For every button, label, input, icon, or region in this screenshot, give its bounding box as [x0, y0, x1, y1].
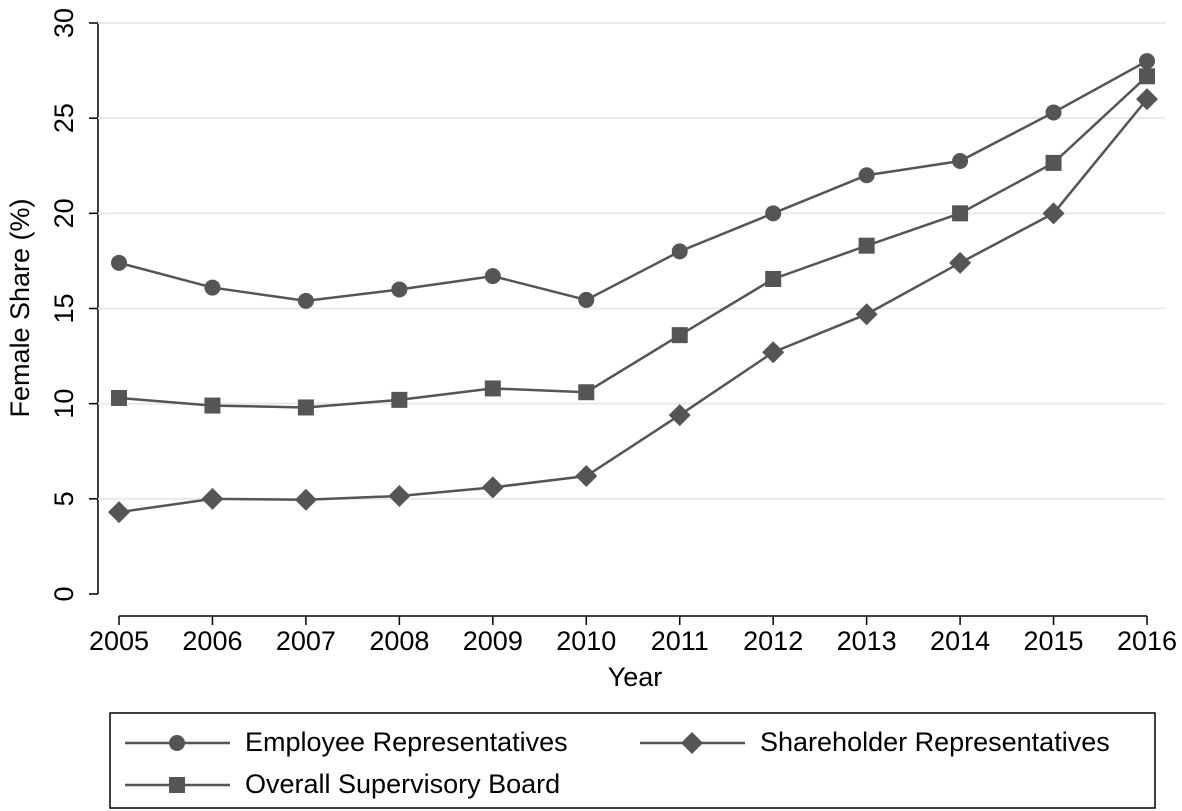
data-point	[1139, 68, 1155, 85]
x-tick-label: 2013	[837, 626, 897, 656]
data-point	[575, 464, 598, 487]
data-point	[952, 205, 969, 222]
data-point	[765, 270, 782, 287]
series-line	[118, 75, 1148, 409]
x-tick-label: 2006	[182, 626, 242, 656]
data-point	[297, 292, 314, 309]
data-point	[297, 399, 314, 416]
data-point	[671, 243, 688, 260]
data-point	[1042, 202, 1065, 225]
data-point	[388, 484, 411, 507]
data-point	[858, 237, 875, 254]
data-point	[484, 268, 501, 285]
data-point	[201, 487, 224, 510]
data-point	[952, 152, 969, 169]
data-point	[1136, 88, 1158, 111]
data-point	[1045, 154, 1062, 171]
legend-label: Overall Supervisory Board	[245, 769, 560, 799]
legend-label: Employee Representatives	[245, 727, 568, 757]
data-point	[294, 488, 317, 511]
x-tick-label: 2005	[89, 626, 149, 656]
series-line	[118, 98, 1148, 514]
data-point	[855, 303, 878, 326]
data-point	[484, 380, 501, 397]
data-point	[578, 384, 595, 401]
data-point	[762, 341, 785, 364]
data-point	[391, 391, 408, 408]
x-tick-label: 2009	[463, 626, 523, 656]
data-point	[1045, 104, 1062, 121]
x-tick-label: 2016	[1117, 626, 1177, 656]
y-tick-label: 10	[49, 389, 79, 419]
x-tick-label: 2011	[651, 626, 709, 656]
x-tick-label: 2015	[1024, 626, 1084, 656]
x-tick-label: 2014	[930, 626, 990, 656]
data-point	[668, 404, 691, 427]
legend-box	[109, 712, 1156, 809]
data-point	[671, 327, 688, 344]
data-point	[858, 167, 875, 184]
y-tick-label: 0	[49, 586, 79, 601]
data-point	[108, 501, 130, 524]
data-point	[111, 254, 127, 271]
x-tick-label: 2008	[369, 626, 429, 656]
data-point	[204, 397, 221, 414]
data-point	[481, 476, 504, 499]
y-tick-label: 15	[49, 293, 79, 323]
x-tick-label: 2012	[743, 626, 803, 656]
data-point	[111, 389, 127, 406]
y-tick-label: 30	[49, 8, 79, 38]
data-point	[204, 279, 221, 296]
data-point	[578, 291, 595, 308]
legend-marker	[681, 732, 703, 754]
data-point	[1139, 53, 1155, 70]
y-tick-label: 25	[49, 103, 79, 133]
y-axis-label: Female Share (%)	[5, 198, 35, 417]
x-axis-label: Year	[608, 662, 663, 692]
legend-label: Shareholder Representatives	[760, 727, 1110, 757]
x-tick-label: 2007	[276, 626, 336, 656]
data-point	[391, 281, 408, 298]
y-tick-label: 20	[49, 198, 79, 228]
legend-marker	[169, 777, 185, 793]
data-point	[949, 251, 972, 274]
y-tick-label: 5	[49, 491, 79, 506]
legend-marker	[169, 735, 185, 751]
series-line	[118, 59, 1148, 303]
x-tick-label: 2010	[556, 626, 616, 656]
data-point	[765, 205, 782, 222]
